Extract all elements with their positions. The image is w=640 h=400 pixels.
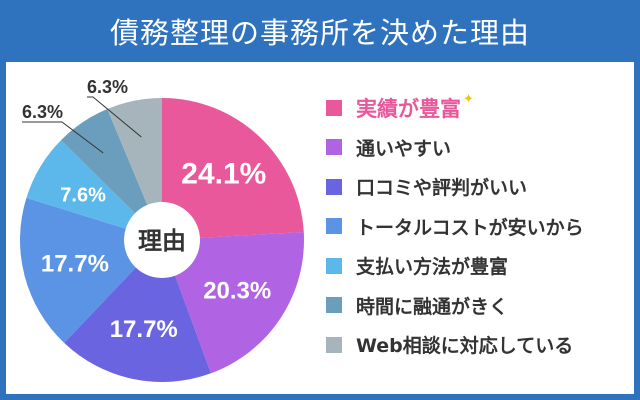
legend-swatch: [326, 336, 342, 353]
pie-slice: [162, 98, 304, 240]
slice-label: 17.7%: [41, 251, 109, 278]
slice-label: 6.3%: [22, 102, 63, 122]
pie-slice: [60, 108, 163, 240]
legend-swatch: [326, 139, 342, 156]
center-hole: [124, 202, 200, 278]
legend-swatch: [326, 297, 342, 314]
legend-label: 口コミや評判がいい: [356, 177, 528, 200]
legend: 実績が豊富 ✦ 通いやすい 口コミや評判がいい トータルコストが安いから 支払い…: [326, 88, 584, 365]
slice-label: 24.1%: [181, 158, 266, 191]
legend-label: Web相談に対応している: [356, 335, 574, 358]
legend-swatch: [326, 178, 342, 195]
legend-label: 通いやすい: [356, 137, 452, 160]
legend-item: 実績が豊富 ✦: [326, 88, 584, 128]
sparkle-icon: ✦: [463, 92, 474, 108]
slice-label: 20.3%: [203, 277, 271, 304]
legend-swatch: [326, 218, 342, 235]
legend-label: トータルコストが安いから: [356, 216, 584, 239]
callout-line: [87, 96, 142, 138]
legend-swatch: [326, 257, 342, 274]
callout-line: [22, 121, 104, 154]
legend-item: トータルコストが安いから: [326, 207, 584, 247]
chart-title: 債務整理の事務所を決めた理由: [109, 16, 530, 50]
legend-label: 実績が豊富: [356, 96, 461, 121]
legend-item: 口コミや評判がいい: [326, 167, 584, 207]
legend-label: 支払い方法が豊富: [356, 256, 509, 279]
pie-slice: [26, 140, 162, 240]
legend-item: 支払い方法が豊富: [326, 246, 584, 286]
pie-slice: [162, 231, 304, 374]
legend-item: Web相談に対応している: [326, 325, 584, 365]
legend-item: 通いやすい: [326, 128, 584, 168]
slice-label: 17.7%: [110, 316, 178, 343]
pie-slice: [107, 98, 162, 240]
center-label: 理由: [138, 227, 186, 255]
slice-label: 6.3%: [87, 77, 128, 97]
legend-label: 時間に融通がきく: [356, 295, 509, 318]
slice-label: 7.6%: [60, 185, 106, 207]
legend-item: 時間に融通がきく: [326, 286, 584, 326]
legend-swatch: [326, 99, 342, 116]
